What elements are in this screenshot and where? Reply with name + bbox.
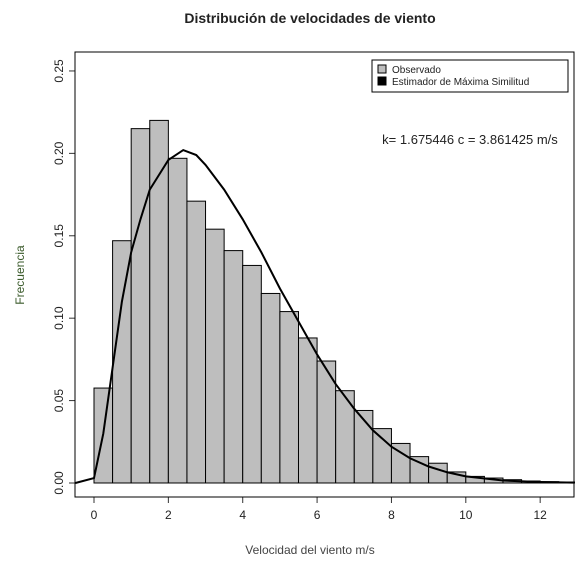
annotation: k= 1.675446 c = 3.861425 m/s (382, 132, 558, 147)
bar (242, 264, 262, 484)
y-tick-label: 0.25 (52, 59, 66, 83)
x-tick-label: 10 (459, 508, 473, 522)
bar (205, 228, 225, 484)
y-tick-label: 0.20 (52, 141, 66, 165)
bar (223, 250, 244, 484)
bar (130, 128, 151, 484)
x-axis-label: Velocidad del viento m/s (245, 543, 374, 557)
bar (353, 409, 374, 484)
density-line (75, 148, 574, 484)
legend-label: Observado (392, 65, 441, 76)
legend-swatch (377, 76, 387, 86)
y-tick-label: 0.05 (52, 389, 66, 413)
bar (372, 428, 392, 484)
x-tick-label: 2 (165, 508, 172, 522)
x-tick-label: 12 (533, 508, 547, 522)
bar (260, 292, 281, 484)
y-tick-label: 0.00 (52, 471, 66, 495)
legend-label: Estimador de Máxima Similitud (392, 77, 529, 88)
legend-box (371, 59, 569, 93)
y-tick-label: 0.10 (52, 306, 66, 330)
x-tick-label: 8 (388, 508, 395, 522)
x-tick-label: 6 (314, 508, 321, 522)
bar (428, 462, 448, 484)
bar (297, 337, 318, 484)
bar (279, 311, 299, 484)
legend-swatch (377, 64, 387, 74)
y-axis-label: Frecuencia (13, 245, 27, 305)
bar (112, 240, 132, 484)
plot-frame (74, 51, 575, 498)
y-tick-label: 0.15 (52, 224, 66, 248)
bar (167, 157, 188, 484)
chart-title: Distribución de velocidades de viento (184, 10, 435, 26)
bar (186, 200, 207, 484)
x-tick-label: 4 (239, 508, 246, 522)
x-tick-label: 0 (91, 508, 98, 522)
